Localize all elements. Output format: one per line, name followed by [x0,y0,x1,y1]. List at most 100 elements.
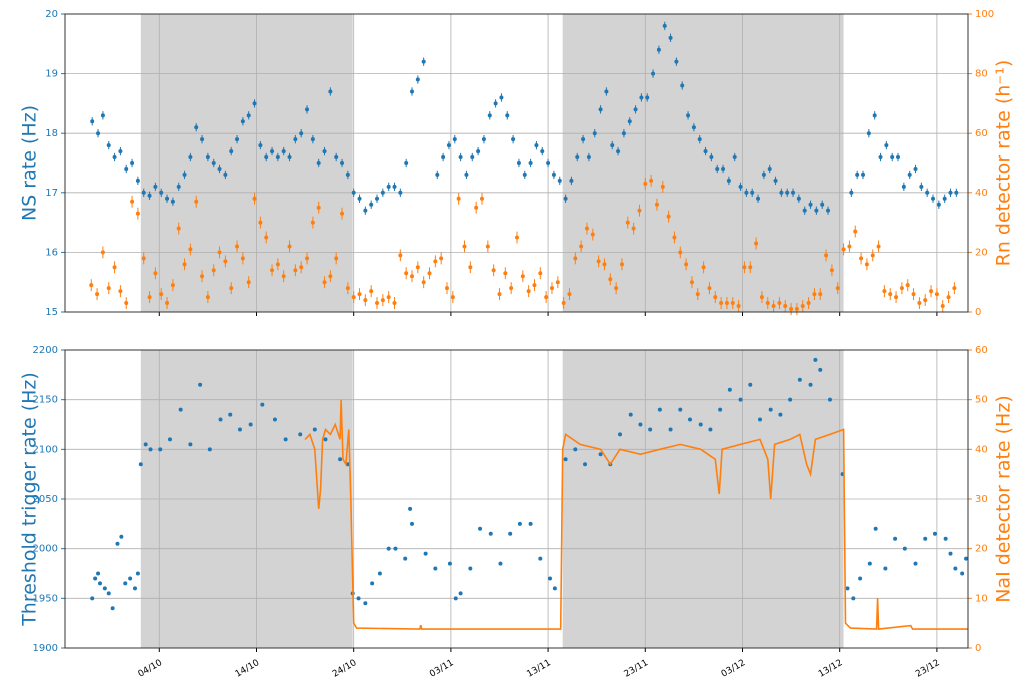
data-point [913,561,918,566]
y2-tick-label: 30 [975,494,988,505]
x-tick-label: 14/10 [234,658,262,677]
data-point [310,137,315,142]
data-point [351,190,356,195]
data-point [363,208,368,213]
data-point [861,172,866,177]
data-point [481,137,486,142]
data-point [478,526,483,531]
data-point [153,271,158,276]
data-point [619,262,624,267]
data-point [581,137,586,142]
data-point [551,172,556,177]
data-point [691,125,696,130]
data-point [616,149,621,154]
data-point [628,412,633,417]
data-point [223,259,228,264]
data-point [931,196,936,201]
y2-tick-label: 60 [975,345,988,356]
data-point [93,576,98,581]
data-point [598,107,603,112]
data-point [178,407,183,412]
x-tick-label: 04/10 [137,658,165,677]
data-point [744,190,749,195]
data-point [123,581,128,586]
data-point [293,137,298,142]
data-point [932,531,937,536]
data-point [229,149,234,154]
data-point [398,190,403,195]
data-point [829,268,834,273]
data-point [818,292,823,297]
data-point [322,149,327,154]
data-point [853,229,858,234]
data-point [264,235,269,240]
data-point [730,301,735,306]
data-point [408,506,413,511]
data-point [439,256,444,261]
data-point [334,256,339,261]
data-point [392,184,397,189]
data-point [923,298,928,303]
x-tick-label: 03/11 [428,658,455,677]
y-tick-label: 2050 [33,494,58,505]
plot-frame [64,349,969,649]
data-point [826,208,831,213]
data-point [573,256,578,261]
data-point [235,244,240,249]
data-point [474,205,479,210]
data-point [479,196,484,201]
data-point [410,89,415,94]
data-point [721,166,726,171]
data-point [528,521,533,526]
data-point [316,205,321,210]
data-point [386,184,391,189]
data-point [858,576,863,581]
data-point [713,295,718,300]
data-point [896,155,901,160]
data-point [754,241,759,246]
data-point [855,172,860,177]
data-point [100,250,105,255]
data-point [270,268,275,273]
data-point [563,196,568,201]
data-point [678,407,683,412]
data-point [561,301,566,306]
data-point [590,232,595,237]
data-point [167,437,172,442]
data-point [147,193,152,198]
data-point [421,59,426,64]
data-point [514,235,519,240]
data-point [808,202,813,207]
data-point [398,253,403,258]
data-point [511,137,516,142]
data-point [820,202,825,207]
data-point [141,256,146,261]
data-point [940,304,945,309]
data-point [100,113,105,118]
data-point [386,295,391,300]
data-point [873,526,878,531]
y2-tick-label: 0 [975,307,981,318]
data-point [334,155,339,160]
data-point [148,447,153,452]
data-point [258,220,263,225]
data-point [312,427,317,432]
y2-tick-label: 0 [975,643,981,654]
data-point [135,571,140,576]
y-tick-label: 1900 [33,643,58,654]
data-point [864,262,869,267]
data-point [90,119,95,124]
data-point [633,107,638,112]
data-point [340,211,345,216]
data-point [674,59,679,64]
data-point [135,178,140,183]
data-point [738,397,743,402]
data-point [818,367,823,372]
data-point [283,437,288,442]
data-point [824,253,829,258]
line-series [304,399,968,630]
data-point [943,536,948,541]
data-point [732,155,737,160]
data-point [299,131,304,136]
